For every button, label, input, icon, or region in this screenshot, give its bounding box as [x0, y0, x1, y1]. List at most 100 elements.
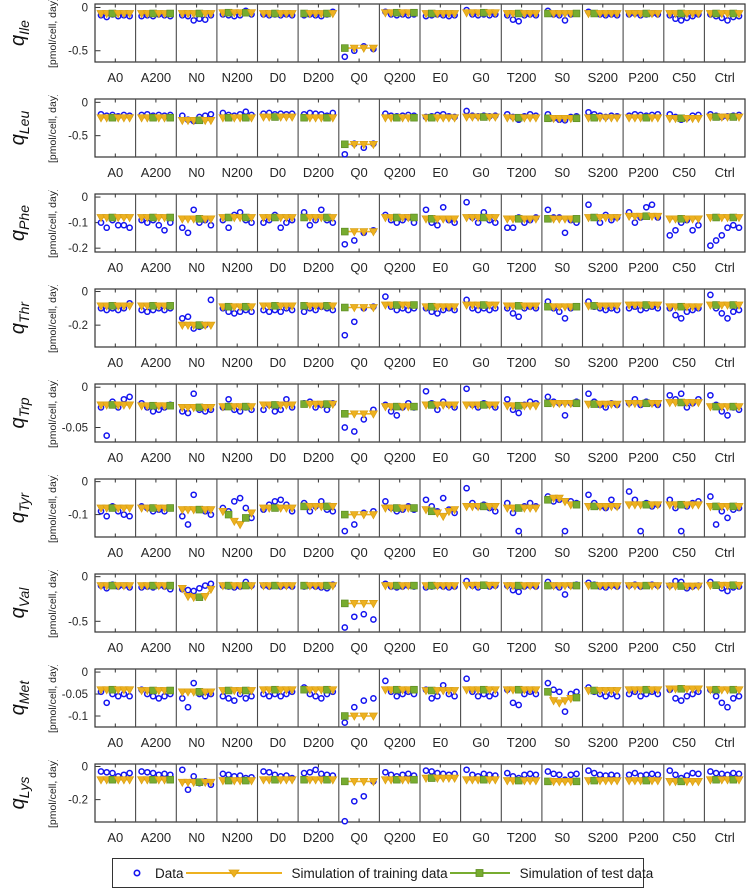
- data-point: [341, 53, 349, 61]
- data-point: [480, 770, 488, 778]
- y-tick-label: 0: [82, 667, 88, 679]
- train-sim-marker: [359, 228, 369, 237]
- train-sim-marker: [398, 776, 408, 785]
- data-point: [190, 773, 198, 780]
- subplot-q-Lys: 0 -0.2 qLys [pmol/cell, day] A0 A200 N0 N200 D0 D…: [7, 760, 746, 845]
- train-sim-marker: [398, 214, 408, 223]
- test-sim-marker: [410, 685, 418, 694]
- data-point: [178, 224, 186, 232]
- x-category-label: E0: [432, 70, 448, 85]
- train-sim-marker: [258, 10, 269, 19]
- train-sim-marker: [368, 511, 378, 520]
- data-point: [544, 206, 552, 214]
- train-sim-marker: [276, 401, 286, 410]
- train-sim-marker: [624, 212, 634, 222]
- train-sim-marker: [432, 401, 442, 410]
- train-sim-marker: [682, 215, 692, 224]
- train-sim-marker: [349, 304, 359, 313]
- data-point: [109, 769, 116, 777]
- train-sim-marker: [281, 113, 291, 122]
- train-sim-marker: [368, 304, 378, 313]
- train-sim-marker: [444, 507, 454, 517]
- train-sim-marker: [311, 776, 321, 785]
- x-category-label: T200: [507, 640, 537, 655]
- data-point: [126, 393, 133, 401]
- train-sim-marker: [183, 778, 193, 788]
- train-sim-marker: [281, 302, 291, 311]
- train-sim-marker: [96, 686, 106, 695]
- x-category-label: Q200: [384, 735, 416, 750]
- train-sim-marker: [490, 401, 500, 410]
- train-sim-marker: [450, 10, 460, 19]
- train-sim-marker: [554, 582, 564, 591]
- data-point: [561, 229, 569, 237]
- train-sim-marker: [549, 494, 559, 504]
- x-category-label: Ctrl: [715, 355, 735, 370]
- data-point: [341, 331, 349, 339]
- x-category-label: N200: [222, 640, 253, 655]
- data-point: [271, 498, 279, 505]
- x-category-label: N200: [222, 545, 253, 560]
- train-sim-marker: [177, 321, 187, 331]
- train-sim-marker: [502, 504, 512, 513]
- y-tick-label: -0.1: [68, 711, 88, 723]
- x-category-label: S0: [554, 450, 570, 465]
- train-sim-marker: [359, 304, 369, 313]
- x-category-label: D0: [269, 165, 286, 180]
- train-sim-marker: [606, 214, 616, 223]
- x-category-label: Ctrl: [715, 165, 735, 180]
- train-sim-marker: [432, 10, 442, 19]
- train-sim-marker: [560, 114, 570, 124]
- train-sim-marker: [264, 776, 274, 785]
- train-sim-marker: [113, 302, 123, 311]
- train-sim-marker: [549, 697, 559, 706]
- train-sim-marker: [177, 404, 187, 413]
- train-sim-marker: [305, 114, 315, 123]
- train-sim-marker: [462, 401, 472, 410]
- data-point: [729, 695, 737, 702]
- subplot-q-Met: 0 -0.05 -0.1 qMet [pmol/cell, day] A0 A200 N0 N2…: [7, 665, 746, 750]
- x-category-label: T200: [507, 355, 537, 370]
- train-sim-marker: [200, 404, 210, 413]
- train-sim-marker: [349, 410, 359, 419]
- test-sim-marker: [341, 410, 349, 418]
- train-sim-marker: [246, 687, 257, 696]
- train-sim-marker: [200, 778, 210, 788]
- train-sim-marker: [380, 686, 390, 695]
- data-point: [382, 498, 389, 505]
- train-sim-marker: [682, 778, 692, 787]
- x-category-label: D200: [303, 735, 334, 750]
- train-sim-marker: [722, 403, 733, 412]
- y-tick-label: -0.05: [62, 689, 88, 701]
- data-point: [382, 677, 389, 685]
- data-point: [178, 766, 186, 774]
- data-point: [585, 491, 592, 499]
- train-sim-marker: [258, 113, 269, 122]
- train-sim-marker: [96, 302, 106, 311]
- y-axis-quantity-label: qPhe: [7, 205, 32, 241]
- data-point: [637, 527, 644, 535]
- train-sim-marker: [287, 113, 297, 122]
- data-point: [190, 587, 198, 595]
- data-point: [184, 703, 192, 711]
- train-sim-marker: [665, 778, 675, 787]
- train-sim-marker: [113, 114, 123, 123]
- x-category-label: G0: [472, 450, 489, 465]
- data-point: [382, 768, 389, 776]
- train-sim-marker: [137, 687, 147, 696]
- data-point: [143, 768, 151, 776]
- train-sim-marker: [450, 114, 460, 123]
- train-sim-marker: [142, 214, 152, 223]
- train-sim-marker: [125, 776, 135, 785]
- data-point: [718, 770, 726, 778]
- train-sim-marker: [595, 10, 605, 19]
- data-point: [677, 527, 685, 535]
- train-sim-marker: [601, 777, 611, 786]
- data-point: [230, 697, 238, 704]
- train-sim-marker: [734, 301, 744, 310]
- data-point: [712, 521, 720, 528]
- data-point: [341, 624, 349, 631]
- data-point: [724, 17, 731, 24]
- train-sim-marker: [258, 686, 269, 695]
- train-sim-marker: [276, 776, 286, 785]
